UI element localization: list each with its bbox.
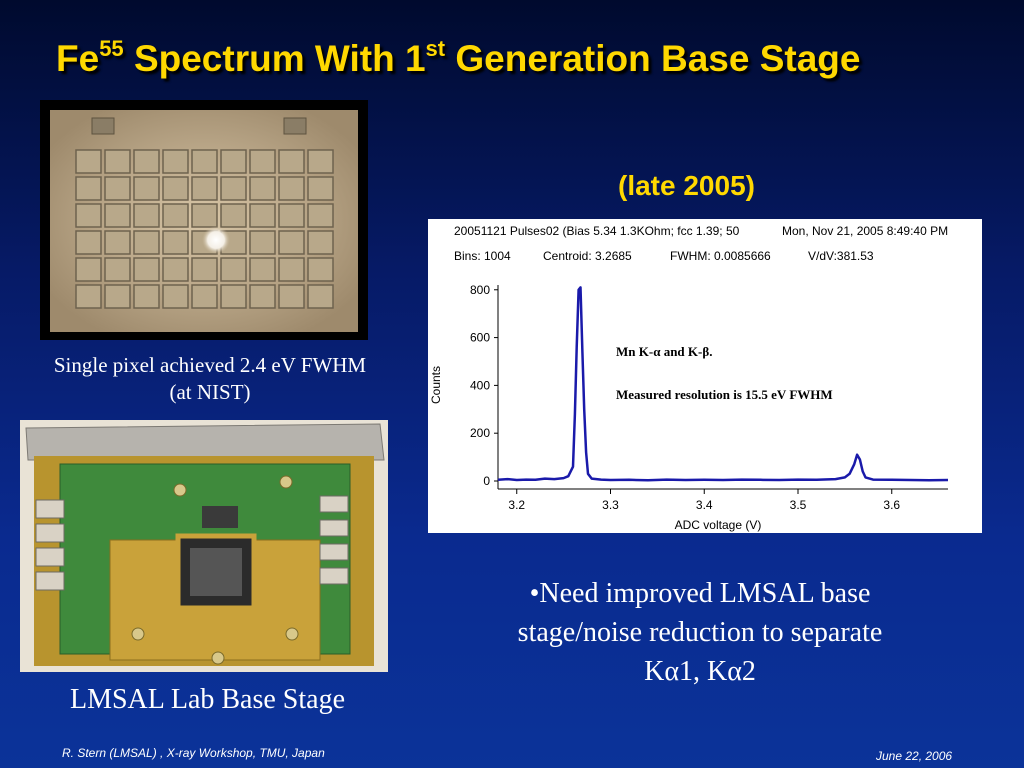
chart-header-run: 20051121 Pulses02 (Bias 5.34 1.3KOhm; fc… [454,224,740,238]
pixel-cell [104,203,131,228]
base-stage-image [20,420,388,672]
pixel-cell [278,257,305,282]
title-part: Spectrum With 1 [123,38,426,79]
pixel-cell [75,203,102,228]
chart-header-bins: Bins: 1004 [454,249,511,263]
footer-date: June 22, 2006 [876,749,953,763]
pixel-cell [220,149,247,174]
pixel-cell [104,176,131,201]
pixel-cell [307,257,334,282]
pixel-cell [278,176,305,201]
pixel-cell [133,149,160,174]
y-tick-label: 0 [483,474,490,488]
pixel-cell [75,176,102,201]
x-tick-label: 3.4 [696,498,713,512]
pixel-cell [249,257,276,282]
pixel-cell [220,176,247,201]
pixel-cell [162,149,189,174]
spectrum-chart: 20051121 Pulses02 (Bias 5.34 1.3KOhm; fc… [428,219,982,533]
pixel-cell [249,203,276,228]
pixel-cell [162,203,189,228]
pixel-cell [75,284,102,309]
pixel-cell [104,257,131,282]
pixel-cell [220,203,247,228]
bullet-point: •Need improved LMSAL base stage/noise re… [470,574,930,691]
pixel-cell [133,230,160,255]
pixel-cell [104,230,131,255]
pixel-cell [162,257,189,282]
pixel-cell [307,176,334,201]
pixel-cell [307,149,334,174]
title-superscript: 55 [99,36,124,61]
pixel-cell [162,176,189,201]
pixel-cell [133,203,160,228]
pixel-cell [133,284,160,309]
y-tick-label: 200 [470,426,490,440]
pixel-cell [104,149,131,174]
pixel-cell [162,284,189,309]
spectrum-series-line [497,286,949,482]
spectrum-chart-svg: 20051121 Pulses02 (Bias 5.34 1.3KOhm; fc… [429,224,949,532]
chart-header-vdv: V/dV:381.53 [808,249,874,263]
pixel-cell [307,230,334,255]
pixel-array-image [50,110,358,332]
date-note: (late 2005) [618,170,755,201]
y-tick-label: 800 [470,283,490,297]
stage-caption: LMSAL Lab Base Stage [69,684,346,715]
y-tick-label: 600 [470,331,490,345]
pixel-cell [191,203,218,228]
x-tick-label: 3.2 [508,498,525,512]
pixel-cell [278,203,305,228]
pixel-cell [75,230,102,255]
pixel-cell [307,284,334,309]
chart-ylabel: Counts [429,366,443,404]
pixel-cell [75,149,102,174]
pixel-caption-line: Single pixel achieved 2.4 eV FWHM [53,353,367,377]
title-superscript: st [425,36,446,61]
chart-annotation-lines: Mn K-α and K-β. [616,344,712,359]
pixel-cell [133,257,160,282]
pixel-cell [249,284,276,309]
pixel-cell [162,230,189,255]
bullet-line: •Need improved LMSAL base [529,578,871,609]
y-tick-label: 400 [470,378,490,392]
pixel-cell [104,284,131,309]
bullet-line: stage/noise reduction to separate [517,617,883,648]
pixel-cell [133,176,160,201]
x-tick-label: 3.6 [883,498,900,512]
pixel-cell [278,284,305,309]
pixel-cell [191,149,218,174]
pixel-caption: Single pixel achieved 2.4 eV FWHM (at NI… [0,352,420,406]
pixel-cell [220,257,247,282]
chart-annotation-resolution: Measured resolution is 15.5 eV FWHM [616,387,833,402]
chart-header-timestamp: Mon, Nov 21, 2005 8:49:40 PM [782,224,948,238]
pixel-array-photo [40,100,368,340]
pixel-cell [191,176,218,201]
bullet-line: Kα1, Kα2 [644,656,756,687]
chart-xlabel: ADC voltage (V) [675,518,762,532]
pixel-cell [191,257,218,282]
pixel-caption-line: (at NIST) [169,380,251,404]
pixel-cell [307,203,334,228]
slide-title: Fe55 Spectrum With 1st Generation Base S… [56,36,956,80]
x-tick-label: 3.5 [790,498,807,512]
pixel-cell [278,230,305,255]
footer-author: R. Stern (LMSAL) , X-ray Workshop, TMU, … [62,746,325,760]
base-stage-photo [20,420,388,672]
pixel-cell [249,176,276,201]
chart-header-centroid: Centroid: 3.2685 [543,249,632,263]
pixel-cell [75,257,102,282]
x-tick-label: 3.3 [602,498,619,512]
chart-header-fwhm: FWHM: 0.0085666 [670,249,771,263]
title-part: Fe [56,38,100,79]
pixel-cell [249,230,276,255]
pixel-cell [191,284,218,309]
pixel-cell [249,149,276,174]
title-part: Generation Base Stage [445,38,861,79]
pixel-cell [220,284,247,309]
pixel-cell [278,149,305,174]
